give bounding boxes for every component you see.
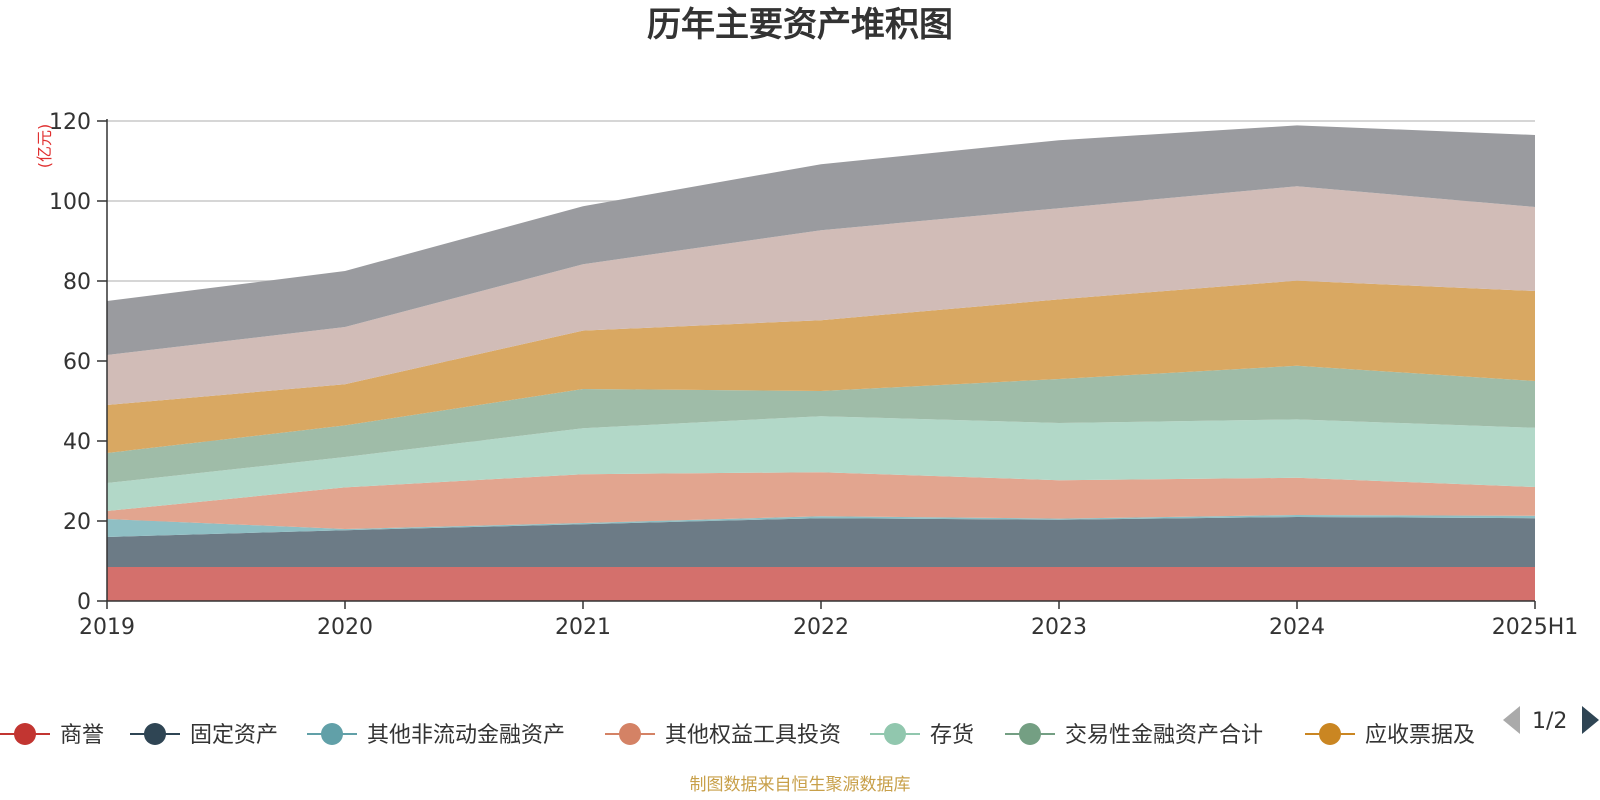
legend-marker-icon [619,723,641,745]
legend: 商誉 固定资产 其他非流动金融资产 其他权益工具投资 存货 交易性金融资产合计 应收票据及 [0,723,1475,748]
y-tick-label: 0 [77,590,91,615]
y-tick-label: 40 [63,430,91,455]
legend-label: 固定资产 [190,723,278,748]
legend-marker-icon [321,723,343,745]
legend-item-0[interactable]: 商誉 [0,723,104,748]
area-series-0 [107,567,1535,601]
y-tick-label: 120 [49,110,91,135]
source-note: 制图数据来自恒生聚源数据库 [690,775,911,795]
area-series [107,125,1535,601]
area-series-7 [107,186,1535,405]
legend-marker-icon [144,723,166,745]
x-tick-label: 2022 [793,615,849,640]
area-series-1 [107,517,1535,567]
legend-item-5[interactable]: 交易性金融资产合计 [1005,723,1263,748]
y-tick-label: 60 [63,350,91,375]
legend-label: 存货 [930,723,974,748]
legend-label: 应收票据及 [1365,723,1475,748]
y-tick-label: 20 [63,510,91,535]
legend-prev-icon[interactable] [1503,706,1520,734]
legend-label: 其他权益工具投资 [665,723,841,748]
area-series-5 [107,365,1535,483]
chart-title: 历年主要资产堆积图 [647,5,953,45]
x-tick-label: 2020 [317,615,373,640]
legend-label: 交易性金融资产合计 [1065,723,1263,748]
legend-item-3[interactable]: 其他权益工具投资 [605,723,841,748]
legend-marker-icon [14,723,36,745]
legend-item-6[interactable]: 应收票据及 [1305,723,1475,748]
x-tick-label: 2019 [79,615,135,640]
legend-marker-icon [884,723,906,745]
area-series-3 [107,472,1535,529]
legend-next-icon[interactable] [1582,706,1599,734]
x-tick-label: 2025H1 [1492,615,1579,640]
legend-item-1[interactable]: 固定资产 [130,723,278,748]
x-tick-label: 2023 [1031,615,1087,640]
legend-item-2[interactable]: 其他非流动金融资产 [307,723,565,748]
legend-page-indicator: 1/2 [1532,709,1567,734]
y-unit-label: (亿元) [35,124,54,169]
y-tick-label: 80 [63,270,91,295]
legend-marker-icon [1019,723,1041,745]
area-series-8 [107,125,1535,356]
y-tick-label: 100 [49,190,91,215]
axes: 0 20 40 60 80 100 120 2019 2020 2021 2022 2023 2024 2… [49,110,1578,640]
x-tick-label: 2024 [1269,615,1325,640]
area-series-4 [107,416,1535,511]
legend-pager: 1/2 [1503,706,1599,734]
area-series-6 [107,280,1535,453]
x-tick-label: 2021 [555,615,611,640]
legend-item-4[interactable]: 存货 [870,723,974,748]
legend-marker-icon [1319,723,1341,745]
legend-label: 其他非流动金融资产 [367,723,565,748]
legend-label: 商誉 [60,723,104,748]
area-series-2 [107,515,1535,537]
